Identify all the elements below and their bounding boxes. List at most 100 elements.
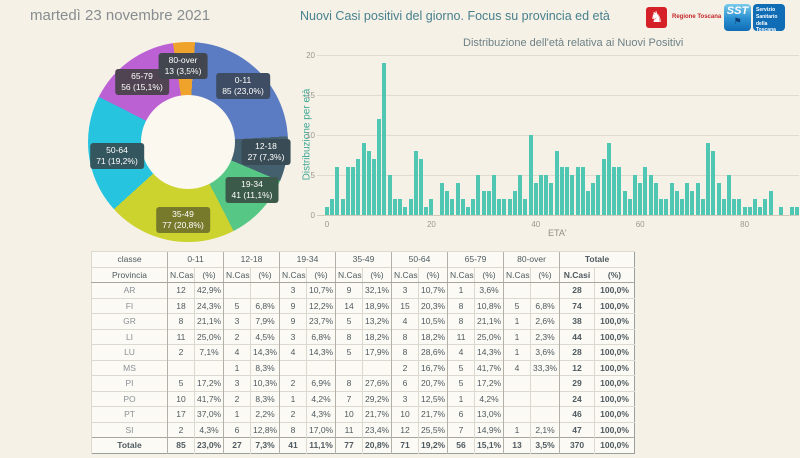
age-bar[interactable] bbox=[570, 175, 575, 215]
table-row-MS[interactable]: MS 1 8,3% 2 16,7% 5 41,7% 4 33,3% 12 100,0% bbox=[91, 359, 635, 376]
age-bar[interactable] bbox=[445, 191, 450, 215]
age-bar[interactable] bbox=[695, 183, 700, 215]
age-bar[interactable] bbox=[779, 207, 784, 215]
age-bar[interactable] bbox=[377, 119, 382, 215]
age-bar[interactable] bbox=[481, 191, 486, 215]
age-bar[interactable] bbox=[648, 175, 653, 215]
age-bar[interactable] bbox=[366, 151, 371, 215]
age-bar[interactable] bbox=[737, 199, 742, 215]
age-bar[interactable] bbox=[690, 191, 695, 215]
age-bar[interactable] bbox=[580, 167, 585, 215]
table-row-GR[interactable]: GR 8 21,1% 3 7,9% 9 23,7% 5 13,2% 4 10,5% 8 21,1% 1 2,… bbox=[91, 313, 635, 329]
age-bar[interactable] bbox=[392, 199, 397, 215]
age-bar[interactable] bbox=[721, 199, 726, 215]
age-bar[interactable] bbox=[586, 191, 590, 215]
age-bar[interactable] bbox=[455, 183, 460, 215]
age-bar[interactable] bbox=[403, 207, 408, 215]
age-bar[interactable] bbox=[758, 207, 763, 215]
age-bar[interactable] bbox=[622, 191, 627, 215]
table-row-PO[interactable]: PO 10 41,7% 2 8,3% 1 4,2% 7 29,2% 3 12,5% 1 4,2% 24 10… bbox=[91, 390, 635, 407]
age-bar[interactable] bbox=[638, 183, 643, 215]
age-bar[interactable] bbox=[398, 199, 403, 215]
age-bar[interactable] bbox=[361, 143, 366, 215]
age-histogram[interactable]: 0 5 10 15 20 0 20 40 60 80 bbox=[306, 51, 799, 229]
age-bar[interactable] bbox=[387, 175, 392, 215]
age-bar[interactable] bbox=[726, 175, 731, 215]
age-bar[interactable] bbox=[356, 159, 361, 215]
age-bar[interactable] bbox=[340, 199, 345, 215]
age-bar[interactable] bbox=[627, 199, 632, 215]
table-row-SI[interactable]: SI 2 4,3% 6 12,8% 8 17,0% 11 23,4% 12 25,5% 7 14,9% 1… bbox=[91, 421, 635, 438]
age-bar[interactable] bbox=[659, 199, 664, 215]
age-bar[interactable] bbox=[528, 135, 533, 215]
age-bar[interactable] bbox=[794, 207, 799, 215]
age-bar[interactable] bbox=[335, 167, 340, 215]
age-bar[interactable] bbox=[643, 167, 648, 215]
age-bar[interactable] bbox=[418, 159, 423, 215]
age-bar[interactable] bbox=[763, 199, 768, 215]
age-bar[interactable] bbox=[753, 199, 758, 215]
age-bar[interactable] bbox=[679, 199, 684, 215]
age-bar[interactable] bbox=[617, 167, 622, 215]
age-bar[interactable] bbox=[742, 207, 747, 215]
age-bar[interactable] bbox=[601, 159, 606, 215]
age-bar[interactable] bbox=[711, 151, 716, 215]
age-bar[interactable] bbox=[497, 199, 502, 215]
age-bar[interactable] bbox=[575, 167, 580, 215]
age-bar[interactable] bbox=[523, 199, 528, 215]
age-bar[interactable] bbox=[471, 199, 476, 215]
age-bar[interactable] bbox=[664, 199, 669, 215]
age-bar[interactable] bbox=[507, 199, 512, 215]
age-bar[interactable] bbox=[612, 167, 617, 215]
age-bar[interactable] bbox=[325, 207, 329, 215]
age-bar[interactable] bbox=[669, 183, 674, 215]
table-row-FI[interactable]: FI 18 24,3% 5 6,8% 9 12,2% 14 18,9% 15 20,3% 8 10,8%… bbox=[91, 297, 635, 314]
age-bar[interactable] bbox=[747, 207, 752, 215]
age-bar[interactable] bbox=[549, 183, 554, 215]
age-bar[interactable] bbox=[518, 175, 523, 215]
age-bar[interactable] bbox=[685, 183, 690, 215]
age-bar[interactable] bbox=[674, 191, 679, 215]
age-bar[interactable] bbox=[465, 207, 470, 215]
age-bar[interactable] bbox=[429, 199, 434, 215]
age-bar[interactable] bbox=[554, 151, 559, 215]
age-bar[interactable] bbox=[591, 183, 596, 215]
table-row-PT[interactable]: PT 17 37,0% 1 2,2% 2 4,3% 10 21,7% 10 21,7% 6 13,0% 4… bbox=[91, 406, 635, 422]
age-bar[interactable] bbox=[716, 183, 721, 215]
age-bar[interactable] bbox=[596, 175, 601, 215]
table-row-PI[interactable]: PI 5 17,2% 3 10,3% 2 6,9% 8 27,6% 6 20,7% 5 17,2% 29 1… bbox=[91, 375, 635, 391]
age-bar[interactable] bbox=[512, 191, 517, 215]
table-row-LU[interactable]: LU 2 7,1% 4 14,3% 4 14,3% 5 17,9% 8 28,6% 4 14,3% 1 3,… bbox=[91, 344, 635, 360]
age-bar[interactable] bbox=[476, 175, 481, 215]
age-bar[interactable] bbox=[653, 183, 658, 215]
age-bar[interactable] bbox=[700, 199, 705, 215]
age-bar[interactable] bbox=[424, 207, 429, 215]
age-bar[interactable] bbox=[706, 143, 711, 215]
age-bar[interactable] bbox=[789, 207, 794, 215]
age-bar[interactable] bbox=[450, 199, 455, 215]
age-bar[interactable] bbox=[408, 199, 413, 215]
age-bar[interactable] bbox=[544, 175, 549, 215]
age-bar[interactable] bbox=[559, 167, 564, 215]
age-bar[interactable] bbox=[732, 199, 737, 215]
age-bar[interactable] bbox=[351, 167, 356, 215]
age-bar[interactable] bbox=[539, 175, 544, 215]
table-row-AR[interactable]: AR 12 42,9% 3 10,7% 9 32,1% 3 10,7% 1 3,6% 28 100,0% bbox=[91, 282, 635, 298]
age-bar[interactable] bbox=[439, 183, 444, 215]
age-bar[interactable] bbox=[565, 167, 570, 215]
age-bar[interactable] bbox=[345, 167, 350, 215]
age-bar[interactable] bbox=[533, 183, 538, 215]
age-bar[interactable] bbox=[502, 199, 507, 215]
age-bar[interactable] bbox=[486, 191, 491, 215]
age-bar[interactable] bbox=[632, 175, 637, 215]
age-bar[interactable] bbox=[330, 199, 335, 215]
age-bar[interactable] bbox=[460, 199, 465, 215]
table-row-LI[interactable]: LI 11 25,0% 2 4,5% 3 6,8% 8 18,2% 8 18,2% 11 25,0% 1 2… bbox=[91, 328, 635, 345]
age-bar[interactable] bbox=[492, 175, 497, 215]
age-bar[interactable] bbox=[371, 159, 376, 215]
age-bar[interactable] bbox=[768, 191, 773, 215]
age-bar[interactable] bbox=[382, 63, 387, 215]
age-bar[interactable] bbox=[413, 151, 418, 215]
age-bar[interactable] bbox=[606, 143, 611, 215]
table-row-Totale[interactable]: Totale 85 23,0% 27 7,3% 41 11,1% 77 20,8% 71 19,2%… bbox=[91, 437, 635, 453]
